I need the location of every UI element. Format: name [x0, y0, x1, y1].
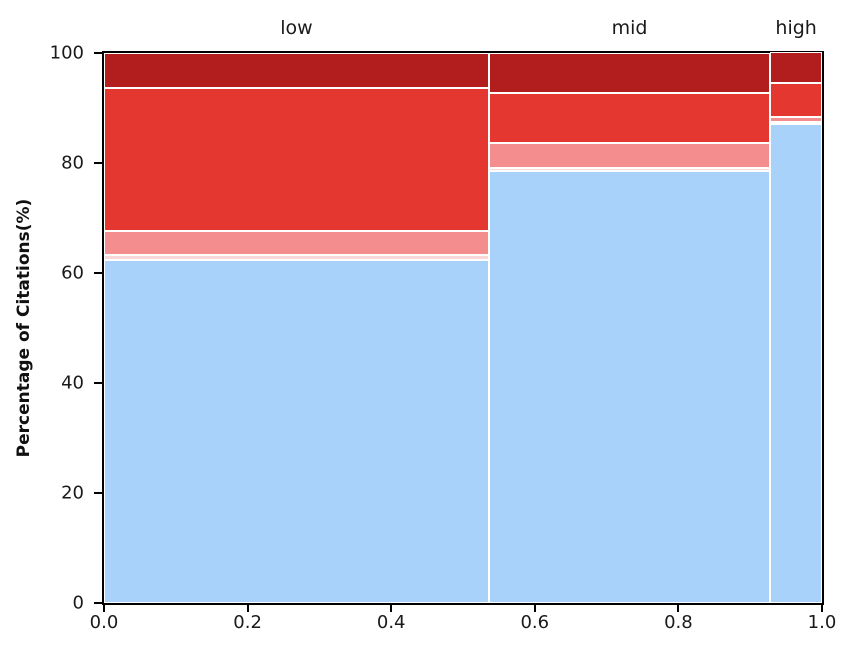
y-tick-label-0: 0: [72, 592, 84, 614]
y-tick-label-40: 40: [61, 372, 84, 394]
segment-mid-red: [488, 93, 771, 144]
column-label-high: high: [775, 17, 817, 39]
x-tick-label-0.4: 0.4: [376, 612, 406, 633]
x-tick-label-0.8: 0.8: [664, 612, 693, 633]
x-tick-mark-0.8: [677, 605, 680, 612]
x-tick-mark-0.4: [390, 605, 393, 612]
segment-mid-salmon: [488, 143, 771, 168]
segment-low-red: [104, 88, 489, 232]
segment-high-dark_red: [770, 52, 822, 83]
x-tick-label-0.2: 0.2: [233, 612, 262, 633]
x-tick-mark-0.0: [103, 605, 105, 612]
mosaic-column-low: [104, 53, 489, 603]
mosaic-column-mid: [488, 53, 771, 603]
segment-low-light_blue: [104, 260, 489, 603]
x-tick-label-1.0: 1.0: [807, 612, 837, 633]
column-label-mid: mid: [611, 17, 648, 39]
segment-high-salmon: [770, 117, 822, 122]
column-group-labels: low mid high: [104, 14, 822, 42]
x-tick-mark-1.0: [821, 605, 823, 612]
y-axis-tick-labels: 0 20 40 60 80 100: [0, 43, 96, 614]
y-tick-label-80: 80: [61, 152, 84, 174]
y-tick-label-20: 20: [61, 482, 84, 504]
segment-high-light_blue: [770, 123, 822, 603]
segment-high-red: [770, 82, 822, 118]
x-tick-mark-0.2: [246, 605, 249, 612]
x-tick-label-0.0: 0.0: [89, 612, 119, 633]
segment-low-light_pink: [104, 254, 489, 261]
segment-mid-dark_red: [488, 53, 771, 94]
mosaic-column-high: [770, 52, 822, 603]
column-label-low: low: [280, 17, 313, 39]
plot-area: [102, 51, 824, 605]
segment-low-salmon: [104, 231, 489, 255]
x-axis-tick-labels: 0.0 0.2 0.4 0.6 0.8 1.0: [90, 612, 837, 638]
x-tick-mark-0.6: [533, 605, 536, 612]
y-tick-label-60: 60: [61, 262, 84, 284]
segment-low-dark_red: [104, 53, 489, 89]
segment-mid-light_pink: [488, 167, 771, 171]
segment-mid-light_blue: [488, 170, 771, 603]
x-tick-label-0.6: 0.6: [520, 612, 550, 633]
segment-high-light_pink: [770, 121, 822, 124]
y-tick-label-100: 100: [49, 42, 84, 64]
